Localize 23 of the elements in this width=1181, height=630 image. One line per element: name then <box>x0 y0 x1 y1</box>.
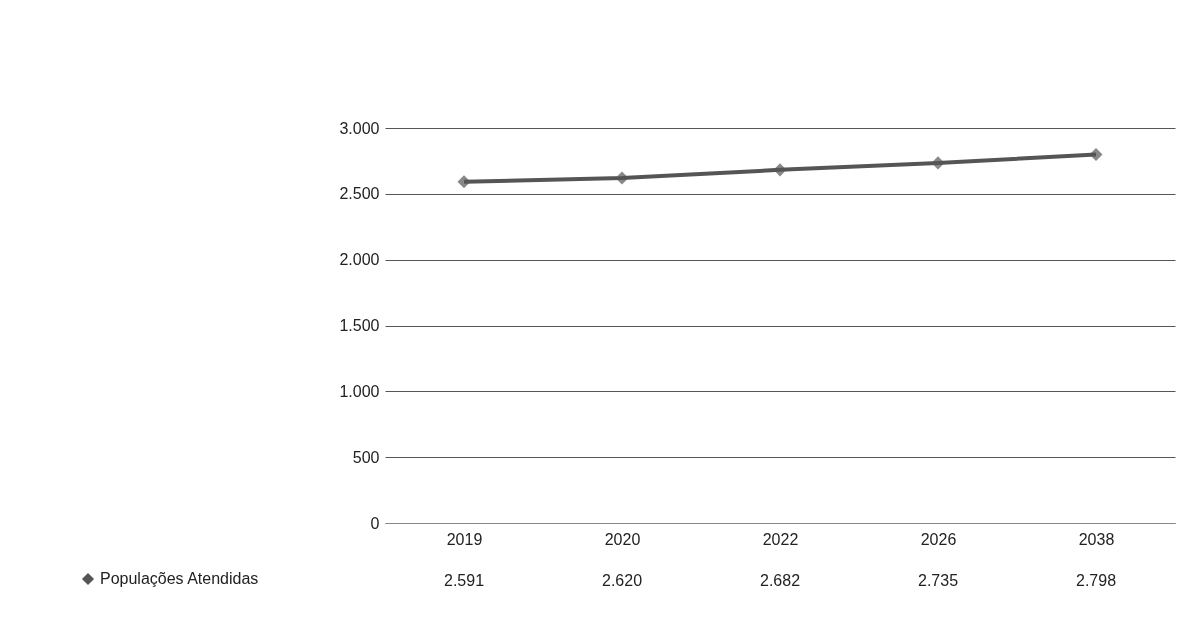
x-tick-label: 2038 <box>1078 530 1115 548</box>
x-tick-label: 2022 <box>762 530 799 548</box>
data-label: 2.682 <box>759 572 801 589</box>
data-label: 2.591 <box>443 572 485 589</box>
point <box>1089 148 1103 162</box>
y-tick-label: 1.000 <box>339 382 380 400</box>
data-label: 2.798 <box>1075 572 1117 589</box>
y-tick-label: 500 <box>352 448 380 466</box>
y-tick-label: 1.500 <box>339 317 380 334</box>
x-tick-label: 2019 <box>446 530 483 548</box>
data-label: 2.620 <box>601 572 643 589</box>
y-tick-label: 0 <box>370 514 380 532</box>
x-tick-label: 2026 <box>920 530 957 548</box>
legend-label: Populações Atendidas <box>100 570 259 587</box>
x-tick-label: 2020 <box>604 530 641 548</box>
y-tick-label: 3.000 <box>339 119 380 137</box>
point <box>615 171 629 185</box>
y-tick-label: 2.000 <box>339 251 380 269</box>
data-label: 2.735 <box>917 572 959 589</box>
point <box>931 156 945 170</box>
point <box>457 175 471 189</box>
point <box>773 163 787 177</box>
y-tick-label: 2.500 <box>339 185 380 203</box>
